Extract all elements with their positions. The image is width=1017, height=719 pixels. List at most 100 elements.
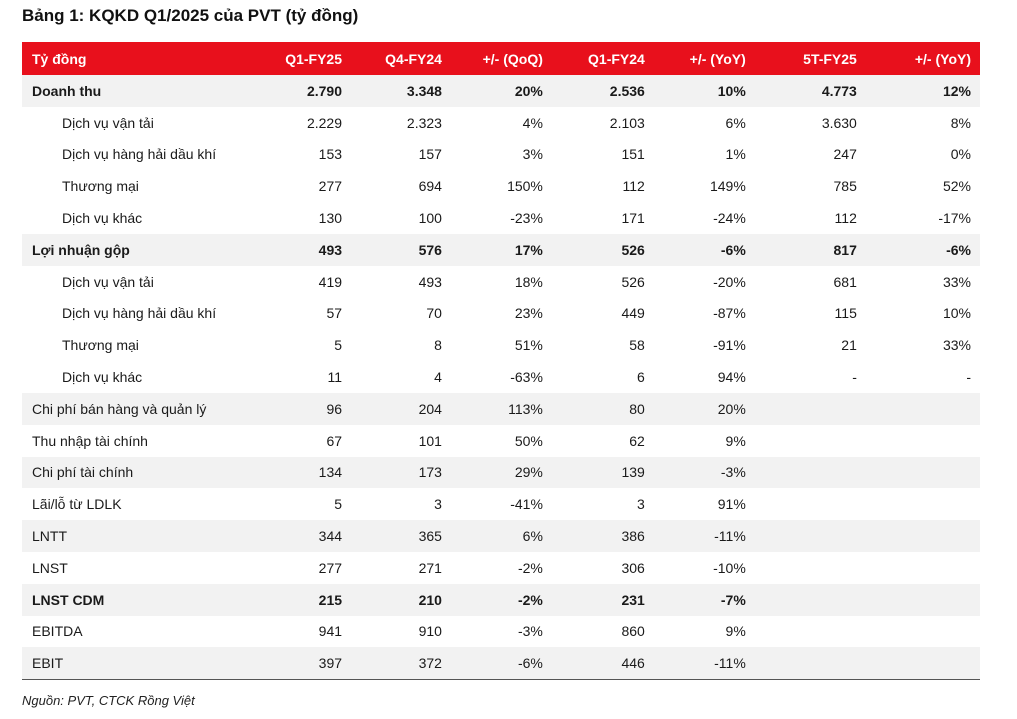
table-cell: 70 (426, 305, 442, 322)
table-cell: 150% (507, 178, 543, 195)
table-cell: 33% (942, 273, 971, 290)
table-cell: 115 (834, 305, 857, 322)
table-cell: -6% (720, 241, 746, 258)
table-cell (749, 393, 864, 425)
table-row: Dịch vụ hàng hải dầu khí 153 157 3% 151 1% 247… (22, 139, 980, 171)
table-cell (749, 584, 864, 616)
table-cell: 3 (434, 496, 442, 513)
table-cell: 277 (318, 178, 343, 195)
table-cell: 12% (942, 82, 971, 99)
table-cell: 5 (334, 496, 343, 513)
table-cell (749, 520, 864, 552)
table-row: Thương mại 5 8 51% 58 -91% 21 33% (22, 329, 980, 361)
table-cell: 3.348 (406, 82, 442, 99)
column-header: Q1-FY24 (588, 50, 645, 67)
table-cell: 112 (622, 178, 645, 195)
row-label: LNST CDM (32, 591, 105, 608)
table-cell: -6% (517, 655, 543, 672)
table-cell (864, 616, 980, 648)
table-cell: 493 (318, 241, 343, 258)
table-cell: -17% (938, 210, 971, 227)
table-cell: 101 (418, 432, 442, 449)
table-cell: 372 (418, 655, 442, 672)
table-header-row: Tỷ đồng Q1-FY25 Q4-FY24 +/- (QoQ) Q1-FY24 +/-… (22, 42, 980, 75)
column-header: +/- (YoY) (914, 50, 971, 67)
table-cell: 941 (318, 623, 343, 640)
financial-results-table: Tỷ đồng Q1-FY25 Q4-FY24 +/- (QoQ) Q1-FY24 +/-… (22, 42, 980, 680)
table-cell: 18% (514, 273, 543, 290)
table-cell: 96 (326, 400, 343, 417)
row-label: Chi phí bán hàng và quản lý (32, 400, 207, 417)
table-cell: 51% (514, 337, 543, 354)
table-row: Dịch vụ khác 130 100 -23% 171 -24% 112 -17% (22, 202, 980, 234)
table-cell (749, 647, 864, 679)
table-cell: 6 (637, 369, 645, 386)
table-cell: -7% (720, 591, 746, 608)
table-cell: 153 (318, 146, 343, 163)
table-cell: 8% (950, 114, 971, 131)
table-cell: 171 (621, 210, 645, 227)
row-label: Thương mại (62, 178, 139, 195)
table-cell: 2.790 (306, 82, 343, 99)
table-row: Thu nhập tài chính 67 101 50% 62 9% (22, 425, 980, 457)
table-cell: 210 (418, 591, 442, 608)
table-cell: 58 (629, 337, 645, 354)
table-cell: -2% (517, 559, 543, 576)
table-row: Lợi nhuận gộp 493 576 17% 526 -6% 817 -6% (22, 233, 980, 266)
table-cell: 139 (621, 464, 645, 481)
table-cell: 130 (318, 210, 343, 227)
table-cell: 52% (942, 178, 971, 195)
row-label: Lợi nhuận gộp (32, 241, 130, 258)
table-cell: 9% (725, 432, 746, 449)
table-row: LNTT 344 365 6% 386 -11% (22, 520, 980, 552)
table-cell: 306 (621, 559, 645, 576)
table-cell: -11% (714, 655, 746, 672)
table-cell: -20% (713, 273, 746, 290)
table-cell: -2% (517, 591, 543, 608)
table-cell (864, 647, 980, 679)
row-label: Dịch vụ hàng hải dầu khí (62, 305, 217, 322)
table-cell: 277 (318, 559, 343, 576)
row-label: Thương mại (62, 337, 139, 354)
table-row: Chi phí bán hàng và quản lý 96 204 113% 80 20… (22, 392, 980, 425)
table-cell: 149% (709, 178, 746, 195)
table-cell: 2.536 (609, 82, 645, 99)
table-cell: 6% (522, 528, 543, 545)
table-cell: -3% (517, 623, 543, 640)
table-cell: 1% (725, 146, 746, 163)
table-cell: 3% (522, 146, 543, 163)
table-cell: 112 (834, 210, 857, 227)
table-cell: 526 (621, 241, 645, 258)
table-cell: 151 (621, 146, 645, 163)
table-cell: - (966, 369, 971, 386)
table-cell: 4 (434, 369, 442, 386)
table-cell (864, 584, 980, 616)
table-cell: 100 (418, 210, 442, 227)
table-cell: 2.323 (406, 114, 442, 131)
table-cell: -63% (510, 369, 543, 386)
row-label: Dịch vụ khác (62, 369, 143, 386)
table-cell (749, 425, 864, 457)
table-cell: -87% (713, 305, 746, 322)
table-cell: - (852, 369, 857, 386)
table-cell (749, 552, 864, 584)
table-row: Dịch vụ vận tải 419 493 18% 526 -20% 681 33% (22, 266, 980, 298)
source-note: Nguồn: PVT, CTCK Rồng Việt (22, 693, 195, 708)
table-row: EBIT 397 372 -6% 446 -11% (22, 647, 980, 680)
table-row: Dịch vụ hàng hải dầu khí 57 70 23% 449 -87% 11… (22, 298, 980, 330)
table-cell: 2.229 (306, 114, 343, 131)
table-cell: 50% (514, 432, 543, 449)
table-cell: -23% (510, 210, 543, 227)
table-cell: 419 (318, 273, 343, 290)
table-cell (864, 393, 980, 425)
table-cell: 397 (318, 655, 343, 672)
table-cell: 57 (326, 305, 343, 322)
table-cell: -41% (510, 496, 543, 513)
table-cell: 11 (327, 369, 343, 386)
table-cell: 4.773 (821, 82, 857, 99)
table-cell: 817 (833, 241, 857, 258)
table-cell: 33% (942, 337, 971, 354)
table-cell: 526 (621, 273, 645, 290)
table-row: EBITDA 941 910 -3% 860 9% (22, 616, 980, 648)
table-cell: 344 (318, 528, 343, 545)
